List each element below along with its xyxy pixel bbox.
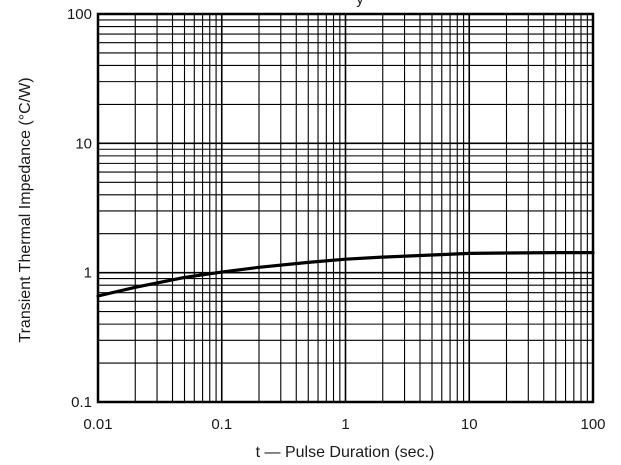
y-tick-label: 1	[84, 265, 92, 282]
y-axis-label: Transient Thermal Impedance (°C/W)	[17, 77, 34, 342]
x-tick-label: 0.1	[211, 416, 232, 433]
x-tick-label: 0.01	[83, 416, 112, 433]
x-tick-labels: 0.01 0.1 1 10 100	[83, 416, 605, 433]
x-axis-label: t — Pulse Duration (sec.)	[256, 444, 435, 461]
y-tick-label: 100	[67, 6, 92, 23]
plot-frame	[96, 12, 595, 404]
series-line	[96, 251, 595, 298]
y-tick-label: 0.1	[71, 394, 92, 411]
x-tick-label: 10	[461, 416, 478, 433]
x-tick-label: 100	[580, 416, 605, 433]
chart-title-fragment: y	[356, 0, 364, 8]
y-tick-labels: 100 10 1 0.1	[67, 6, 92, 411]
series-layer	[96, 251, 595, 298]
plot-grid	[97, 14, 593, 403]
y-tick-label: 10	[75, 135, 92, 152]
x-tick-label: 1	[341, 416, 349, 433]
